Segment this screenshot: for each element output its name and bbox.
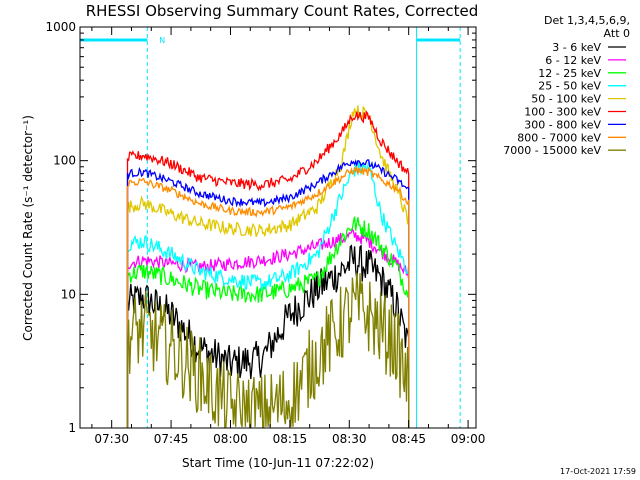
plot-area: N	[79, 27, 461, 428]
x-tick-label-4: 08:30	[332, 432, 367, 446]
series-line-7	[126, 165, 410, 428]
annotation-0: N	[159, 36, 165, 45]
legend-label-1: 6 - 12 keV	[545, 54, 601, 67]
x-tick-label-5: 08:45	[391, 432, 426, 446]
legend-label-2: 12 - 25 keV	[538, 67, 601, 80]
x-tick-label-3: 08:15	[273, 432, 308, 446]
series-line-4	[126, 105, 410, 428]
timestamp: 17-Oct-2021 17:59	[560, 467, 636, 476]
y-tick-label-1: 10	[61, 287, 76, 301]
y-axis-label: Corrected Count Rate (s⁻¹ detector⁻¹)	[21, 115, 35, 341]
series-line-0	[126, 244, 410, 428]
series-line-5	[126, 110, 410, 428]
plot-frame	[79, 26, 477, 429]
x-tick-label-6: 09:00	[451, 432, 486, 446]
legend-attenuator: Att 0	[604, 27, 630, 40]
legend-label-3: 25 - 50 keV	[538, 80, 601, 93]
x-tick-label-0: 07:30	[94, 432, 129, 446]
legend-label-7: 800 - 7000 keV	[517, 131, 601, 144]
chart-title: RHESSI Observing Summary Count Rates, Co…	[86, 2, 479, 20]
series-line-3	[126, 161, 410, 428]
series-line-6	[126, 159, 410, 428]
legend-detectors: Det 1,3,4,5,6,9,	[544, 14, 630, 27]
series-line-8	[126, 272, 410, 428]
axes: 07:30 07:45 08:00 08:15 08:30 08:45 09:00 1 10 10…	[45, 20, 485, 446]
legend-label-6: 300 - 800 keV	[524, 118, 601, 131]
legend-label-4: 50 - 100 keV	[531, 93, 601, 106]
x-axis-label: Start Time (10-Jun-11 07:22:02)	[182, 456, 374, 470]
x-tick-label-1: 07:45	[154, 432, 189, 446]
legend-label-5: 100 - 300 keV	[524, 106, 601, 119]
legend-label-8: 7000 - 15000 keV	[503, 144, 601, 157]
x-tick-label-2: 08:00	[213, 432, 248, 446]
series-line-2	[126, 216, 410, 428]
y-tick-label-3: 1000	[45, 20, 76, 34]
legend-label-0: 3 - 6 keV	[552, 41, 601, 54]
y-tick-label-2: 100	[53, 154, 76, 168]
y-tick-label-0: 1	[68, 421, 76, 435]
